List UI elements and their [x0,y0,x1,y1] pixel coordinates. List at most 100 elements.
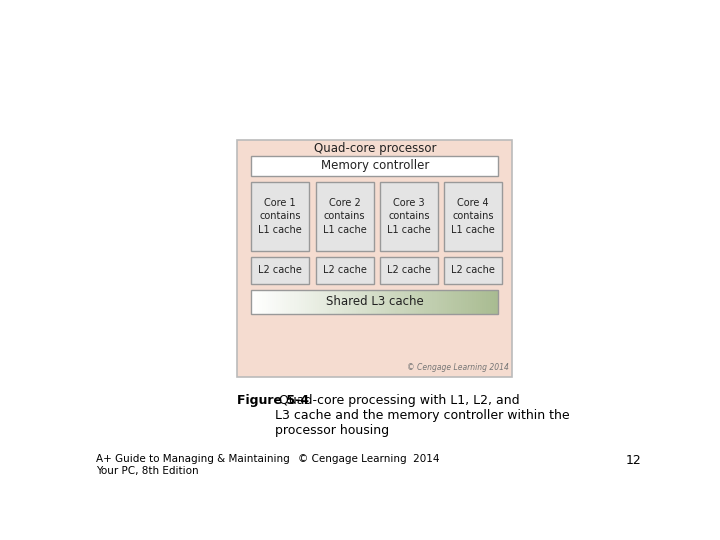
Bar [373,289,375,314]
Text: L2 cache: L2 cache [451,265,495,275]
Bar [424,289,427,314]
Bar [352,289,355,314]
Bar [362,289,365,314]
Bar [405,289,408,314]
Text: Core 2
contains
L1 cache: Core 2 contains L1 cache [323,198,366,235]
Bar [361,289,363,314]
Bar [476,289,479,314]
Bar [433,289,435,314]
Bar [445,289,448,314]
Bar [317,289,320,314]
Bar [338,289,341,314]
Bar [346,289,348,314]
Bar [492,289,495,314]
Bar [319,289,322,314]
Bar [480,289,482,314]
Bar [391,289,394,314]
Bar [443,289,446,314]
Bar [323,289,326,314]
Bar [455,289,458,314]
Bar [449,289,451,314]
Bar [385,289,388,314]
FancyBboxPatch shape [251,256,310,284]
Bar [280,289,283,314]
Bar [397,289,400,314]
Bar [264,289,266,314]
Bar [420,289,423,314]
Bar [464,289,466,314]
Bar [369,289,372,314]
FancyBboxPatch shape [238,140,513,377]
FancyBboxPatch shape [444,256,503,284]
Bar [495,289,497,314]
Bar [282,289,285,314]
Bar [309,289,312,314]
Bar [266,289,269,314]
Text: Core 3
contains
L1 cache: Core 3 contains L1 cache [387,198,431,235]
Bar [395,289,398,314]
Text: A+ Guide to Managing & Maintaining
Your PC, 8th Edition: A+ Guide to Managing & Maintaining Your … [96,455,290,476]
Bar [356,289,359,314]
FancyBboxPatch shape [444,182,503,251]
Bar [486,289,489,314]
Text: L2 cache: L2 cache [387,265,431,275]
Bar [276,289,279,314]
Bar [488,289,491,314]
Bar [453,289,456,314]
Bar [251,289,254,314]
Bar [333,289,336,314]
Bar [462,289,464,314]
Text: Shared L3 cache: Shared L3 cache [326,295,423,308]
Text: © Cengage Learning  2014: © Cengage Learning 2014 [298,455,440,464]
Text: 12: 12 [626,455,642,468]
Bar [379,289,382,314]
Bar [292,289,295,314]
Text: L2 cache: L2 cache [323,265,366,275]
Bar [435,289,437,314]
Bar [459,289,462,314]
Bar [431,289,433,314]
Bar [359,289,361,314]
Bar [422,289,425,314]
Bar [436,289,439,314]
Bar [331,289,334,314]
Bar [340,289,343,314]
Text: © Cengage Learning 2014: © Cengage Learning 2014 [408,363,509,372]
Bar [297,289,300,314]
FancyBboxPatch shape [251,156,498,176]
Text: Core 4
contains
L1 cache: Core 4 contains L1 cache [451,198,495,235]
Bar [302,289,305,314]
Bar [457,289,460,314]
Bar [299,289,301,314]
Bar [404,289,406,314]
Bar [313,289,315,314]
Bar [381,289,384,314]
Bar [290,289,293,314]
Bar [416,289,419,314]
Bar [336,289,338,314]
Bar [383,289,386,314]
Bar [428,289,431,314]
FancyBboxPatch shape [315,182,374,251]
Text: Memory controller: Memory controller [320,159,429,172]
Bar [438,289,441,314]
Bar [294,289,297,314]
Bar [366,289,369,314]
Bar [410,289,413,314]
Bar [261,289,264,314]
Bar [447,289,449,314]
Bar [305,289,307,314]
Bar [301,289,303,314]
Bar [256,289,258,314]
Bar [402,289,404,314]
Bar [490,289,493,314]
Bar [441,289,444,314]
Bar [354,289,357,314]
Bar [387,289,390,314]
Bar [278,289,281,314]
Bar [307,289,310,314]
Bar [315,289,318,314]
Bar [371,289,374,314]
Bar [474,289,477,314]
Bar [465,289,468,314]
